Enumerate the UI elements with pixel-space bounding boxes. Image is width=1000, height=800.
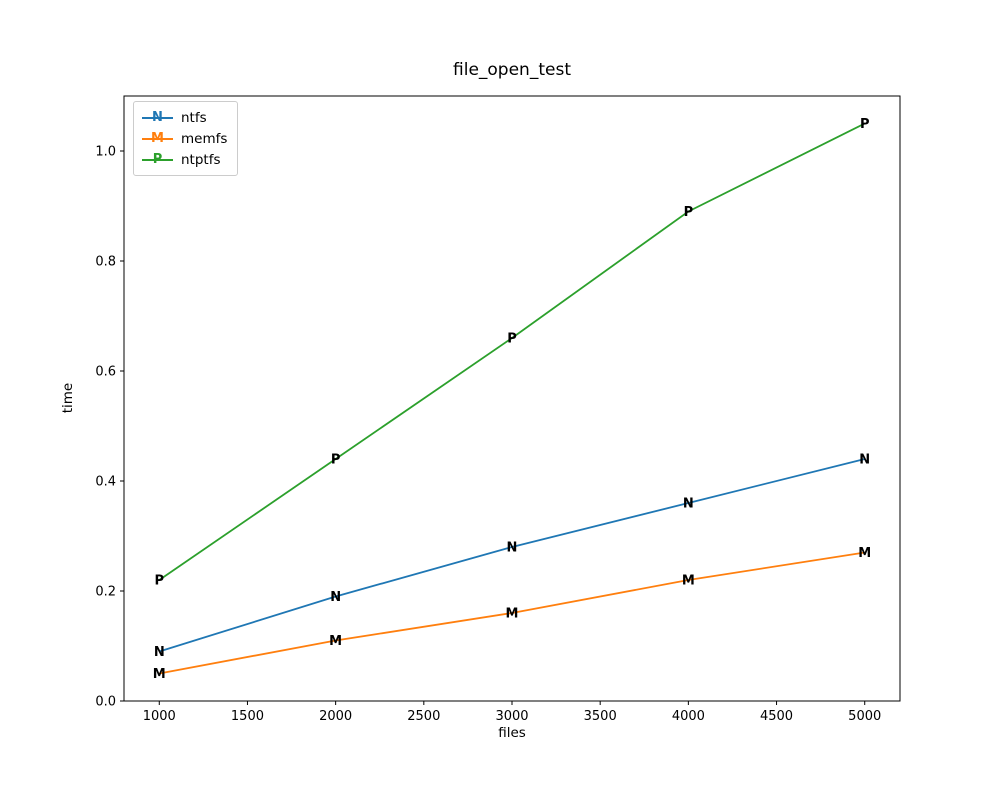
y-tick-label: 0.4 xyxy=(95,475,116,490)
legend-marker-P-icon: P xyxy=(142,152,173,167)
marker-P-icon: P xyxy=(331,453,341,468)
marker-P-icon: P xyxy=(155,574,165,589)
y-tick-label: 0.8 xyxy=(95,255,116,270)
y-tick-label: 1.0 xyxy=(95,145,116,160)
x-tick-label: 1500 xyxy=(231,709,264,724)
marker-M-icon: M xyxy=(506,607,519,622)
marker-M-icon: M xyxy=(153,667,166,682)
x-tick-label: 5000 xyxy=(848,709,881,724)
series-line-ntptfs xyxy=(158,122,866,581)
series-line-memfs xyxy=(159,551,865,675)
marker-N-icon: N xyxy=(154,645,165,660)
x-tick-label: 3500 xyxy=(584,709,617,724)
x-tick-label: 1000 xyxy=(143,709,176,724)
legend-marker-M-icon: M xyxy=(142,131,173,146)
x-tick-label: 4000 xyxy=(672,709,705,724)
y-tick-label: 0.0 xyxy=(95,695,116,710)
x-tick-label: 2500 xyxy=(407,709,440,724)
marker-M-icon: M xyxy=(682,574,695,589)
legend-label: memfs xyxy=(181,130,228,147)
marker-N-icon: N xyxy=(330,590,341,605)
marker-M-icon: M xyxy=(858,546,871,561)
marker-P-icon: P xyxy=(507,332,517,347)
x-axis-label: files xyxy=(498,725,526,741)
legend-marker-N-icon: N xyxy=(142,110,173,125)
legend-label: ntptfs xyxy=(181,151,221,168)
marker-N-icon: N xyxy=(507,541,518,556)
y-tick-label: 0.2 xyxy=(95,585,116,600)
chart-title: file_open_test xyxy=(453,60,571,80)
marker-P-icon: P xyxy=(684,205,694,220)
legend-label: ntfs xyxy=(181,109,207,126)
series-line-ntfs xyxy=(159,458,865,653)
marker-M-icon: M xyxy=(329,634,342,649)
marker-N-icon: N xyxy=(859,453,870,468)
y-tick-label: 0.6 xyxy=(95,365,116,380)
marker-P-icon: P xyxy=(860,117,870,132)
x-tick-label: 2000 xyxy=(319,709,352,724)
x-tick-label: 3000 xyxy=(495,709,528,724)
marker-N-icon: N xyxy=(683,497,694,512)
x-tick-label: 4500 xyxy=(760,709,793,724)
